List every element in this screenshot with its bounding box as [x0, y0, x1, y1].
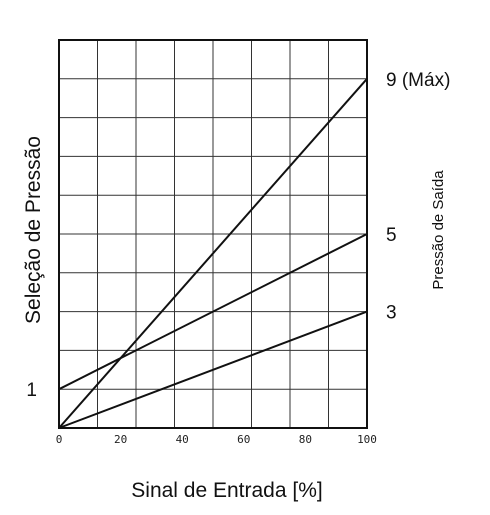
x-tick-labels: 0 20 40 60 80 100 [56, 433, 377, 446]
line-end-label-3: 3 [386, 303, 397, 324]
y-axis-label: Seleção de Pressão [22, 136, 45, 324]
x-axis-label: Sinal de Entrada [%] [131, 479, 322, 502]
series-line-1 [58, 78, 368, 429]
series-line-3 [58, 310, 368, 429]
line-end-labels: 9 (Máx) 5 3 1 [26, 70, 450, 401]
x-tick-label: 100 [357, 433, 377, 446]
series-lines [58, 78, 368, 429]
x-tick-label: 80 [299, 433, 312, 446]
x-tick-label: 60 [237, 433, 250, 446]
x-tick-label: 40 [176, 433, 189, 446]
secondary-y-axis-label: Pressão de Saída [430, 170, 447, 290]
x-tick-label: 20 [114, 433, 127, 446]
grid [59, 40, 367, 428]
line-end-label-1: 9 (Máx) [386, 70, 450, 91]
series-line-2 [58, 233, 368, 391]
left-value-label: 1 [26, 380, 37, 401]
line-end-label-2: 5 [386, 225, 397, 246]
x-tick-label: 0 [56, 433, 63, 446]
